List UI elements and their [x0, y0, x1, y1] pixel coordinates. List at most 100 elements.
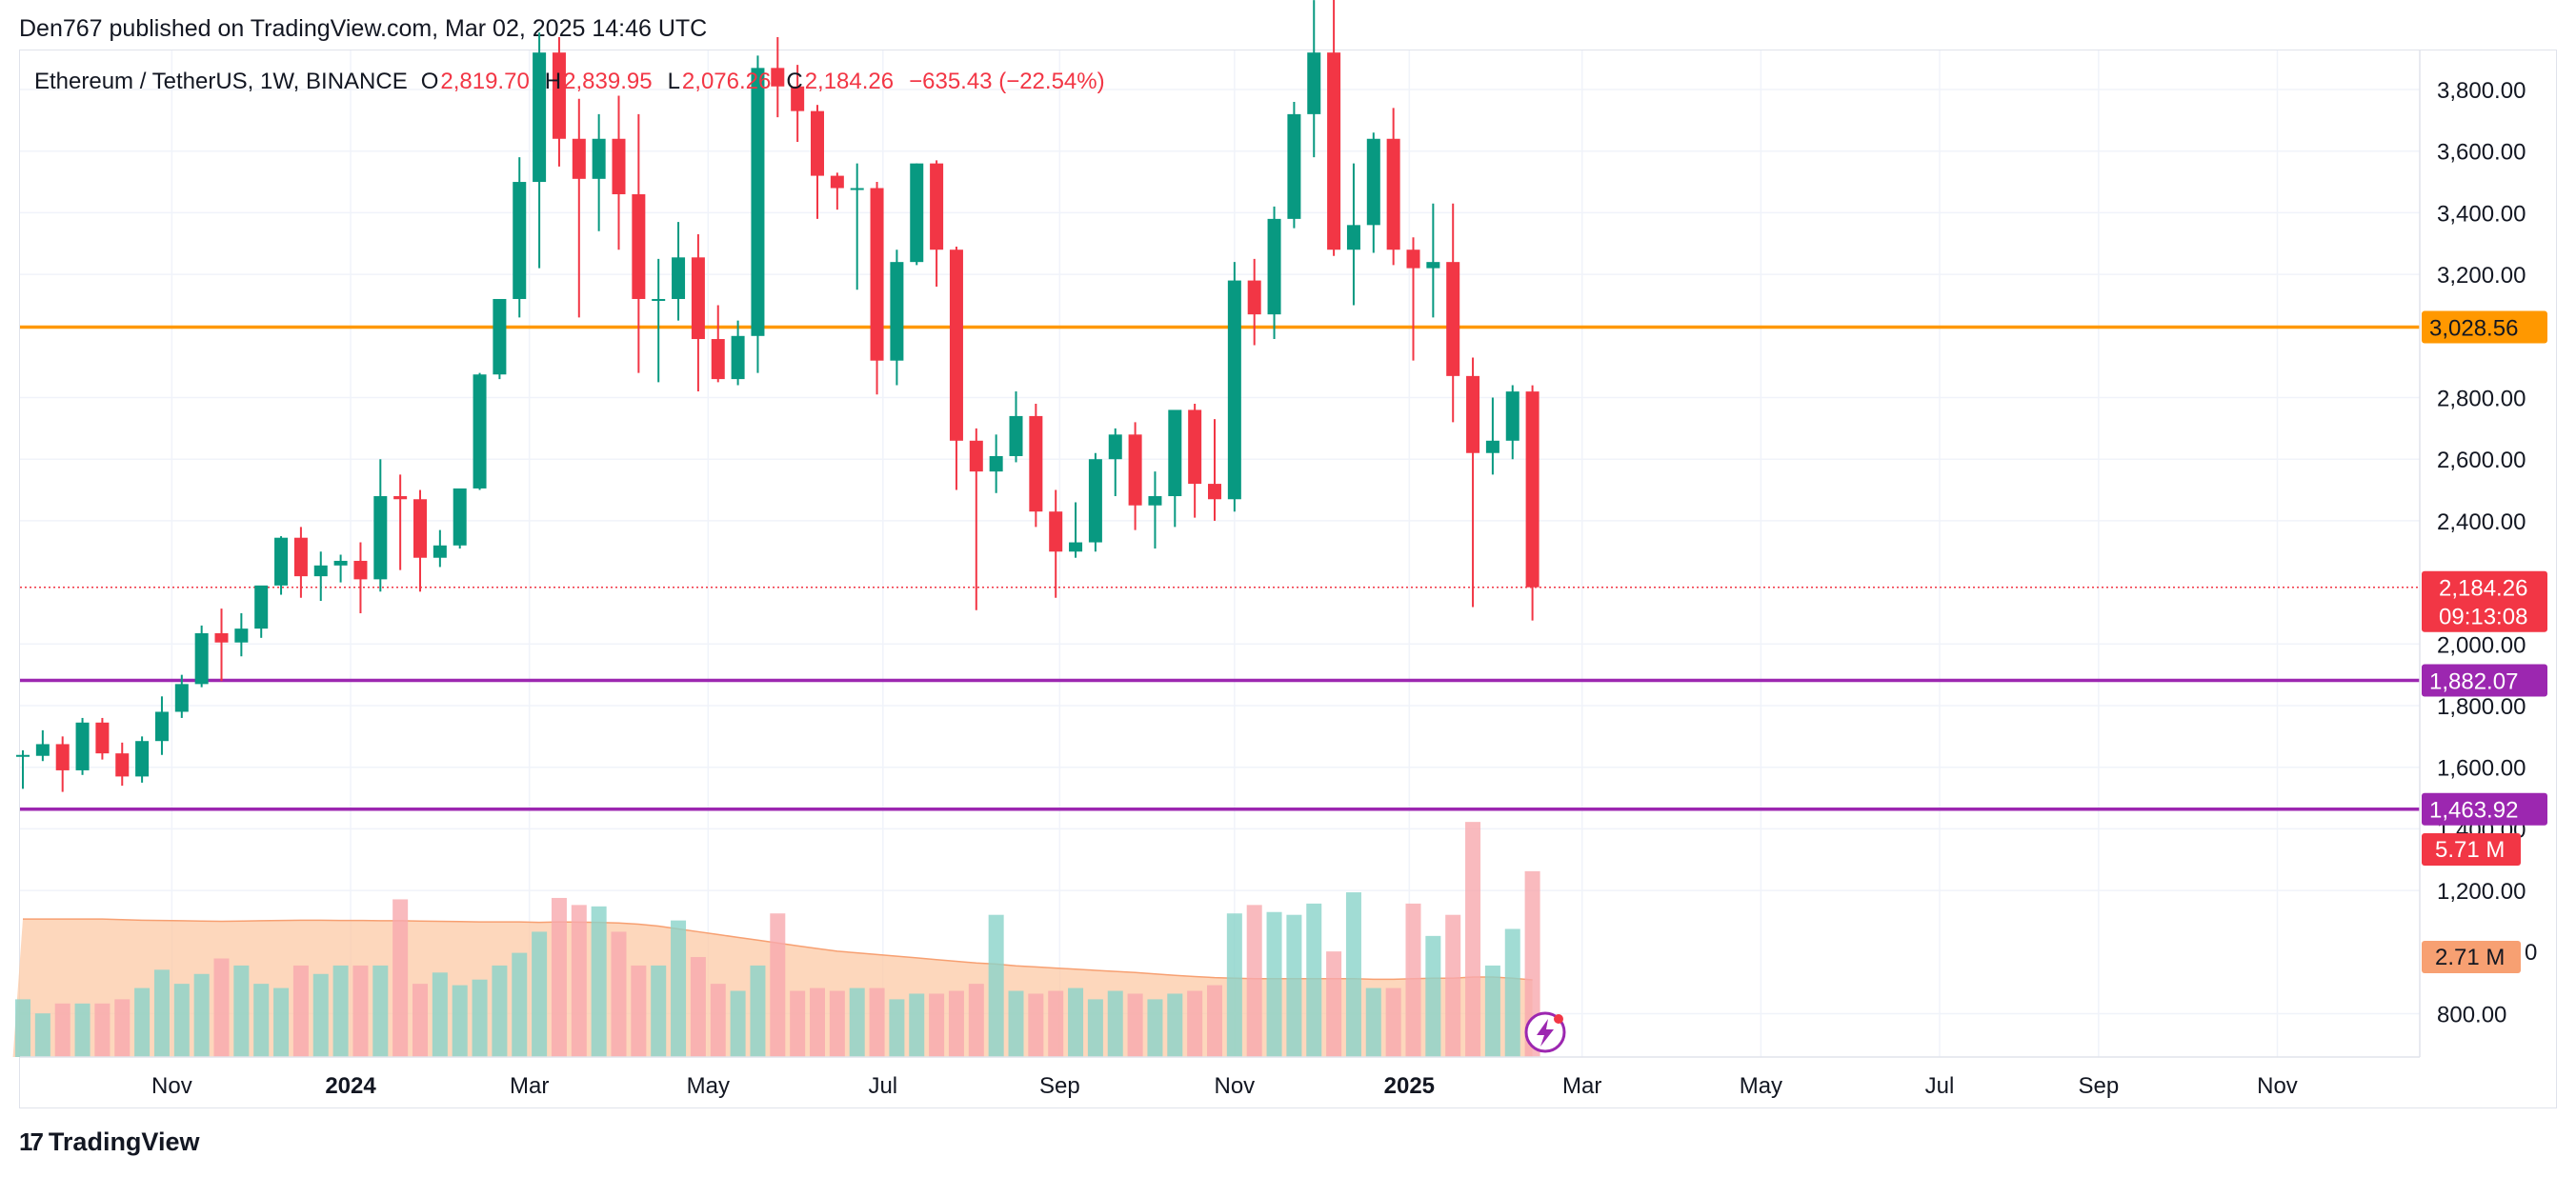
volume-bar — [1226, 913, 1242, 1057]
candle-body — [890, 262, 904, 361]
volume-badge — [2422, 833, 2521, 866]
candle-body — [373, 496, 388, 580]
volume-bar — [1028, 993, 1044, 1057]
candle-body — [115, 753, 130, 777]
candle-body — [1307, 52, 1321, 114]
volume-bar — [591, 906, 607, 1057]
volume-bar — [74, 1003, 91, 1057]
y-tick-label: 2,800.00 — [2437, 387, 2526, 412]
x-tick-label: Nov — [2257, 1073, 2298, 1099]
candle-body — [234, 628, 249, 643]
candle-body — [1426, 262, 1440, 269]
volume-ma-label: 2.71 M — [2435, 945, 2505, 970]
y-tick-label: 3,800.00 — [2437, 78, 2526, 104]
volume-bar — [34, 1013, 50, 1057]
volume-bar — [750, 965, 766, 1057]
ohlc-value: 2,839.95 — [563, 69, 652, 94]
y-tick-label: 3,200.00 — [2437, 263, 2526, 289]
volume-bar — [1345, 892, 1361, 1057]
candle-body — [453, 488, 467, 546]
volume-bar — [1425, 935, 1441, 1057]
x-tick-label: Jul — [1925, 1073, 1955, 1099]
candle-body — [1366, 138, 1380, 226]
axes: 800.001,200.001,400.001,600.001,800.002,… — [20, 50, 2537, 1099]
candle-body — [870, 188, 884, 361]
candle-body — [135, 741, 150, 777]
candle-body — [791, 86, 805, 111]
candle-body — [751, 68, 765, 336]
x-tick-label: 2025 — [1384, 1073, 1435, 1099]
volume-bar — [372, 965, 389, 1057]
support-upper-label: 1,882.07 — [2429, 668, 2518, 694]
x-tick-label: Mar — [510, 1073, 549, 1099]
candles — [16, 0, 1540, 792]
volume-label: 5.71 M — [2435, 837, 2505, 863]
candle-body — [473, 374, 487, 489]
volume-bar — [611, 931, 627, 1057]
y-tick-label: 0 — [2525, 940, 2537, 966]
candle-body — [533, 52, 547, 183]
volume-bar — [213, 958, 230, 1057]
volume-bar — [94, 1003, 111, 1057]
candle-body — [552, 52, 566, 139]
candle-body — [930, 163, 944, 250]
volume-bar — [1246, 905, 1262, 1057]
candle-body — [731, 335, 745, 380]
candle-body — [293, 537, 308, 577]
candle-body — [1088, 459, 1102, 543]
symbol-title[interactable]: Ethereum / TetherUS, 1W, BINANCE — [34, 69, 408, 94]
candle-body — [1247, 280, 1261, 315]
y-tick-label: 1,800.00 — [2437, 694, 2526, 720]
volume-bar — [1048, 990, 1064, 1057]
tradingview-brand: TradingView — [48, 1127, 200, 1156]
candle-body — [1208, 484, 1221, 500]
support-upper-badge — [2422, 664, 2547, 697]
candle-body — [1466, 375, 1480, 453]
volume-bar — [1405, 903, 1421, 1057]
candle-body — [1168, 409, 1182, 497]
volume-bar — [988, 914, 1004, 1057]
countdown-label: 09:13:08 — [2439, 605, 2527, 630]
volume-bar — [1326, 951, 1342, 1057]
lightning-icon[interactable] — [1524, 1011, 1566, 1053]
candle-body — [910, 163, 924, 263]
volume-bar — [54, 1003, 70, 1057]
volume-bar — [15, 999, 30, 1057]
volume-bar — [292, 965, 309, 1057]
ohlc-value: O — [421, 69, 439, 94]
x-tick-label: 2024 — [325, 1073, 376, 1099]
volume-bar — [472, 979, 488, 1057]
candle-body — [333, 560, 348, 566]
candle-body — [493, 298, 507, 375]
x-tick-label: Jul — [868, 1073, 897, 1099]
x-tick-label: May — [687, 1073, 730, 1099]
volume-bar — [929, 993, 945, 1057]
x-tick-label: Mar — [1562, 1073, 1601, 1099]
tradingview-logo[interactable]: 17 TradingView — [19, 1127, 199, 1157]
volume-bar — [1524, 870, 1540, 1057]
candle-body — [413, 499, 427, 558]
volume-bar — [730, 990, 746, 1057]
volume-bar — [1504, 928, 1520, 1057]
candle-body — [969, 440, 983, 472]
candle-body — [55, 744, 70, 770]
volume-bar — [1365, 987, 1381, 1057]
volume-bar — [512, 952, 528, 1057]
candle-body — [949, 249, 963, 441]
candle-body — [1148, 496, 1162, 506]
tradingview-logo-icon: 17 — [19, 1127, 44, 1156]
candle-body — [1505, 391, 1519, 441]
volume-bar — [1207, 985, 1222, 1057]
volume-bar — [1068, 987, 1084, 1057]
candle-body — [95, 722, 110, 754]
volume-bar — [551, 897, 567, 1057]
horizontal-levels[interactable] — [20, 325, 2420, 811]
candle-body — [433, 545, 447, 558]
x-tick-label: Nov — [151, 1073, 192, 1099]
y-tick-label: 3,600.00 — [2437, 140, 2526, 166]
candle-body — [1406, 249, 1420, 269]
candle-body — [35, 744, 50, 756]
candle-body — [572, 138, 586, 179]
price-badges: 3,028.56 1,882.07 1,463.92 2,184.26 09:13:08… — [2422, 310, 2547, 973]
